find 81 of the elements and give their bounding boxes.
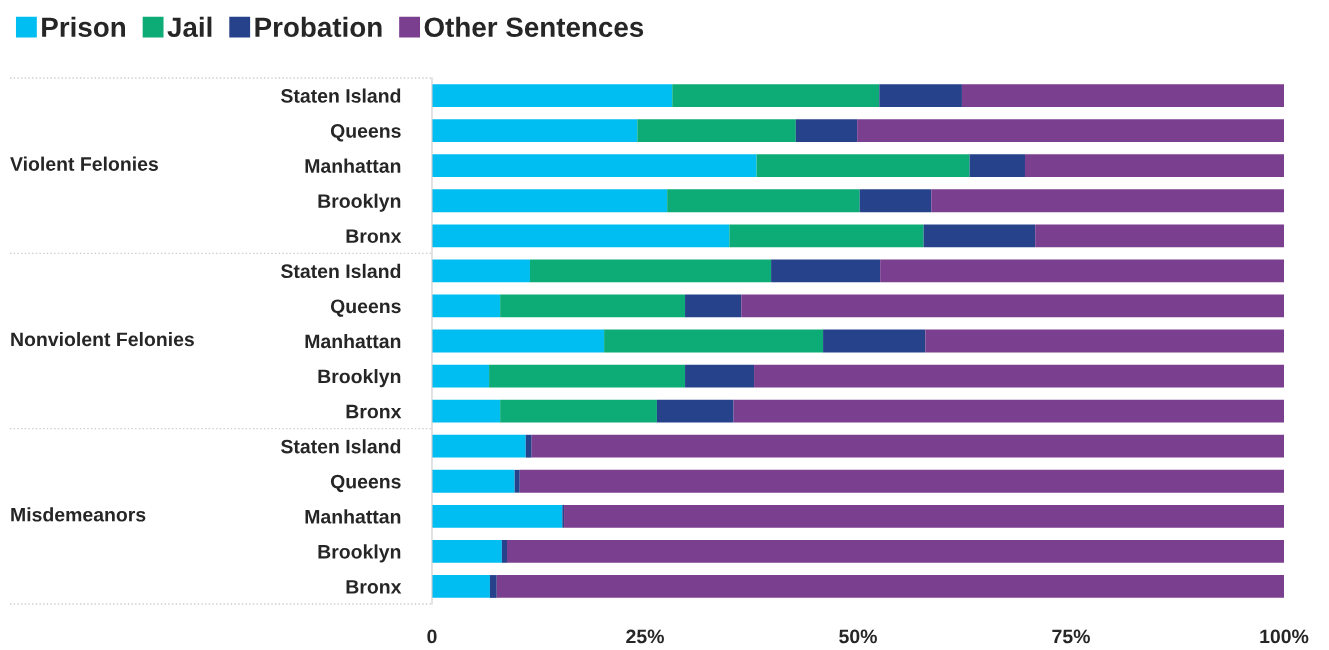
bar <box>667 189 860 213</box>
bar <box>604 329 824 353</box>
bar <box>432 399 501 423</box>
y-tick-label: Queens <box>330 124 401 142</box>
bar <box>519 469 1284 493</box>
bar <box>637 119 796 142</box>
bar <box>859 189 932 213</box>
bar <box>656 399 734 423</box>
bar <box>432 469 515 493</box>
x-tick-label: 25% <box>626 629 664 644</box>
y-tick-label: Manhattan <box>305 158 401 173</box>
bar <box>823 329 926 353</box>
x-tick-label: 0 <box>427 629 437 644</box>
y-tick-label: Bronx <box>346 229 402 244</box>
y-tick-label: Bronx <box>346 580 402 594</box>
bar <box>506 540 1284 563</box>
bar <box>432 329 605 353</box>
y-tick-label: Brooklyn <box>318 369 401 388</box>
bar <box>529 259 772 283</box>
legend-label: Prison <box>42 16 125 38</box>
bar <box>923 224 1036 248</box>
bar <box>432 154 757 178</box>
bar <box>432 294 501 318</box>
y-tick-label: Queens <box>330 474 401 493</box>
legend-label: Other Sentences <box>424 16 644 38</box>
bar <box>432 504 563 528</box>
bar <box>685 364 755 388</box>
y-tick-label: Manhattan <box>305 509 401 524</box>
bar <box>931 189 1284 213</box>
bar <box>925 329 1284 353</box>
y-tick-label: Staten Island <box>281 88 401 103</box>
y-tick-label: Staten Island <box>281 439 401 454</box>
y-tick-label: Bronx <box>346 404 402 419</box>
bar <box>771 259 881 283</box>
bar <box>754 364 1284 388</box>
bar <box>432 540 502 563</box>
bar <box>733 399 1284 423</box>
y-tick-label: Brooklyn <box>318 193 401 212</box>
bar <box>432 119 638 142</box>
bar <box>685 294 742 318</box>
bar <box>741 294 1284 318</box>
bar <box>1024 154 1284 178</box>
x-tick-label: 100% <box>1260 629 1309 644</box>
bar <box>432 434 526 458</box>
y-tick-label: Brooklyn <box>318 544 401 563</box>
x-tick-label: 75% <box>1052 629 1090 644</box>
bar <box>672 84 880 107</box>
bar <box>729 224 924 248</box>
bar <box>432 364 490 388</box>
bar <box>432 84 673 107</box>
bar <box>489 575 497 598</box>
x-tick-label: 50% <box>839 629 877 644</box>
bar <box>961 84 1284 107</box>
bar <box>795 119 858 142</box>
bar <box>756 154 970 178</box>
bar <box>432 189 668 213</box>
bar <box>432 259 530 283</box>
legend-label: Probation <box>255 16 382 38</box>
y-tick-label: Queens <box>330 299 401 317</box>
bar <box>880 259 1284 283</box>
y-tick-label: Manhattan <box>305 333 401 349</box>
bar <box>1035 224 1284 248</box>
bar <box>514 469 520 493</box>
text: Misdemeanors <box>11 507 146 522</box>
bar <box>564 504 1284 528</box>
bar <box>500 399 657 423</box>
bar <box>500 294 686 318</box>
bar <box>489 364 686 388</box>
bar <box>501 540 507 563</box>
bar <box>525 434 532 458</box>
text: Violent Felonies <box>10 156 158 171</box>
bar <box>432 224 730 248</box>
bar <box>432 575 490 598</box>
y-tick-label: Staten Island <box>281 263 401 279</box>
bar <box>496 575 1284 598</box>
bar <box>857 119 1284 142</box>
bar <box>531 434 1284 458</box>
bar <box>879 84 962 107</box>
legend-label: Jail <box>167 16 212 38</box>
bar <box>969 154 1025 178</box>
text: Nonviolent Felonies <box>11 331 194 347</box>
